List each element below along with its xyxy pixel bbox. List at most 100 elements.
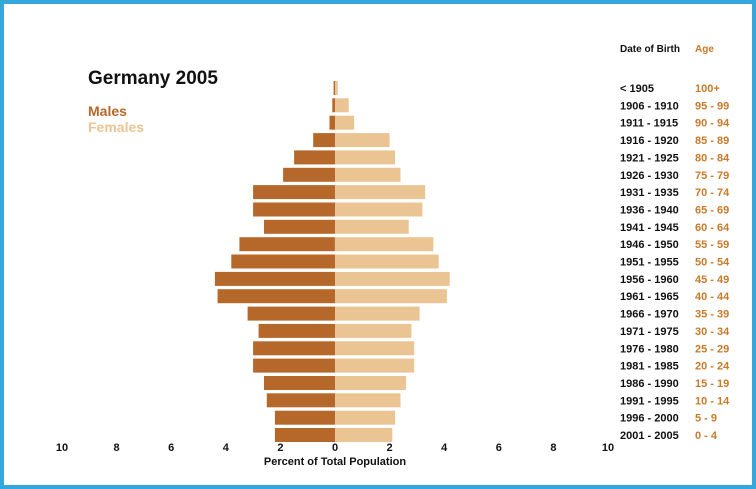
age-label-17: 15 - 19	[695, 378, 729, 390]
birth-label-6: 1931 - 1935	[620, 187, 679, 199]
age-label-9: 55 - 59	[695, 239, 729, 251]
bar-males-10	[231, 254, 335, 269]
age-label-8: 60 - 64	[695, 222, 730, 234]
bar-females-10	[335, 254, 439, 269]
bar-females-17	[335, 376, 406, 390]
legend-males: Males	[88, 103, 127, 119]
bar-males-2	[329, 115, 335, 130]
birth-label-18: 1991 - 1995	[620, 395, 679, 407]
age-label-6: 70 - 74	[695, 187, 730, 199]
bar-males-1	[332, 98, 335, 113]
bar-females-15	[335, 341, 415, 356]
birth-label-2: 1911 - 1915	[620, 118, 678, 130]
x-tick-2: 6	[168, 442, 174, 454]
bar-males-20	[274, 428, 335, 442]
age-label-12: 40 - 44	[695, 291, 730, 303]
bar-females-19	[335, 410, 396, 425]
bar-females-13	[335, 306, 420, 321]
x-axis-label: Percent of Total Population	[264, 456, 406, 468]
x-tick-8: 6	[496, 442, 502, 454]
age-label-19: 5 - 9	[695, 413, 717, 425]
age-label-10: 50 - 54	[695, 257, 730, 269]
x-tick-5: 0	[332, 442, 338, 454]
birth-label-4: 1921 - 1925	[620, 152, 679, 164]
header-date-of-birth: Date of Birth	[620, 44, 680, 55]
bar-males-15	[253, 341, 335, 356]
x-tick-7: 4	[441, 442, 448, 454]
bar-males-12	[217, 289, 335, 304]
x-tick-10: 10	[602, 442, 614, 454]
bar-males-5	[283, 167, 335, 182]
bar-males-8	[264, 219, 335, 234]
bar-males-4	[294, 150, 336, 165]
age-label-11: 45 - 49	[695, 274, 729, 286]
birth-label-8: 1941 - 1945	[620, 222, 679, 234]
bar-females-8	[335, 219, 409, 234]
age-label-5: 75 - 79	[695, 170, 729, 182]
birth-label-14: 1971 - 1975	[620, 326, 679, 338]
bar-females-11	[335, 271, 450, 286]
age-label-1: 95 - 99	[695, 100, 729, 112]
birth-label-13: 1966 - 1970	[620, 309, 679, 321]
bar-females-6	[335, 185, 426, 200]
bar-males-3	[313, 133, 335, 148]
birth-label-7: 1936 - 1940	[620, 204, 679, 216]
bar-males-14	[258, 323, 335, 338]
bar-males-17	[264, 376, 335, 390]
bar-females-7	[335, 202, 423, 217]
bar-females-16	[335, 358, 415, 373]
bar-males-0	[333, 81, 335, 95]
birth-label-3: 1916 - 1920	[620, 135, 679, 147]
birth-label-5: 1926 - 1930	[620, 170, 679, 182]
age-label-2: 90 - 94	[695, 118, 730, 130]
birth-label-1: 1906 - 1910	[620, 100, 679, 112]
bar-males-13	[247, 306, 335, 321]
x-tick-4: 2	[277, 442, 283, 454]
bar-males-11	[214, 271, 335, 286]
birth-label-20: 2001 - 2005	[620, 430, 679, 442]
age-label-20: 0 - 4	[695, 430, 718, 442]
bar-females-4	[335, 150, 396, 165]
bar-males-18	[266, 393, 336, 408]
birth-label-9: 1946 - 1950	[620, 239, 679, 251]
bar-females-1	[335, 98, 349, 113]
age-label-15: 25 - 29	[695, 343, 729, 355]
age-label-16: 20 - 24	[695, 361, 730, 373]
age-label-4: 80 - 84	[695, 152, 730, 164]
chart-title: Germany 2005	[88, 68, 218, 89]
bar-females-3	[335, 133, 390, 148]
bar-males-9	[239, 237, 335, 252]
bar-females-2	[335, 115, 355, 130]
bar-males-16	[253, 358, 335, 373]
x-tick-6: 2	[387, 442, 393, 454]
x-tick-3: 4	[223, 442, 230, 454]
age-label-13: 35 - 39	[695, 309, 729, 321]
birth-label-11: 1956 - 1960	[620, 274, 679, 286]
birth-label-15: 1976 - 1980	[620, 343, 679, 355]
legend-females: Females	[88, 119, 144, 135]
age-label-18: 10 - 14	[695, 395, 730, 407]
x-tick-1: 8	[114, 442, 120, 454]
bar-females-5	[335, 167, 401, 182]
birth-label-0: < 1905	[620, 83, 654, 95]
birth-label-16: 1981 - 1985	[620, 361, 679, 373]
bar-females-18	[335, 393, 401, 408]
age-label-0: 100+	[695, 83, 720, 95]
age-label-3: 85 - 89	[695, 135, 729, 147]
bar-males-19	[274, 410, 335, 425]
birth-label-17: 1986 - 1990	[620, 378, 679, 390]
bar-females-20	[335, 428, 393, 442]
bar-males-6	[253, 185, 335, 200]
x-tick-9: 8	[550, 442, 556, 454]
header-age: Age	[695, 44, 714, 55]
birth-label-19: 1996 - 2000	[620, 413, 679, 425]
age-label-7: 65 - 69	[695, 204, 729, 216]
x-tick-0: 10	[56, 442, 68, 454]
bar-females-0	[335, 81, 338, 95]
bar-males-7	[253, 202, 335, 217]
birth-label-10: 1951 - 1955	[620, 257, 679, 269]
bar-females-9	[335, 237, 434, 252]
bar-females-14	[335, 323, 412, 338]
bar-females-12	[335, 289, 447, 304]
